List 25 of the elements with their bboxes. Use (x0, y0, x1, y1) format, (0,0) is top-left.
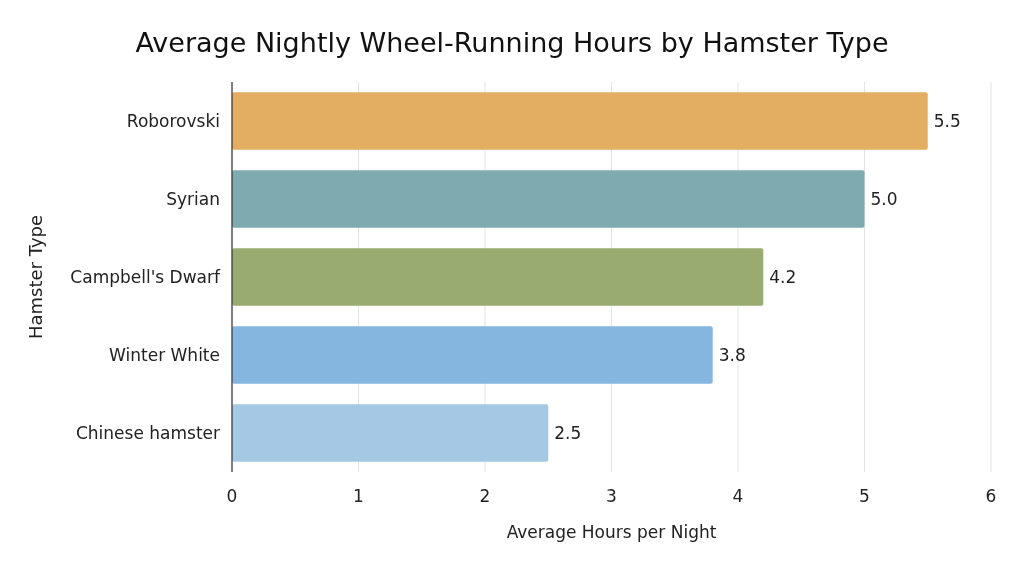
x-tick-label: 0 (226, 486, 238, 506)
chart-title: Average Nightly Wheel-Running Hours by Hamster Type (135, 27, 889, 58)
data-label: 4.2 (769, 266, 797, 287)
y-tick-label: Campbell's Dwarf (70, 266, 222, 287)
x-tick-label: 5 (859, 486, 870, 506)
bar (232, 326, 713, 384)
data-label: 2.5 (554, 422, 582, 443)
x-tick-label: 6 (985, 486, 997, 506)
y-tick-label: Chinese hamster (75, 422, 221, 443)
y-tick-label: Syrian (166, 188, 220, 209)
y-axis-title: Hamster Type (25, 214, 46, 340)
y-tick-label: Roborovski (126, 110, 220, 131)
x-axis-title: Average Hours per Night (506, 522, 717, 542)
y-tick-label: Winter White (109, 344, 220, 365)
data-label: 5.5 (933, 110, 961, 131)
bar (232, 248, 764, 306)
bar (232, 170, 865, 228)
data-label: 3.8 (718, 344, 746, 365)
x-tick-label: 2 (479, 486, 491, 506)
data-label: 5.0 (870, 188, 898, 209)
x-tick-label: 4 (732, 486, 744, 506)
bar (232, 404, 549, 462)
x-tick-label: 1 (353, 486, 364, 506)
bar (232, 92, 928, 150)
x-tick-label: 3 (606, 486, 617, 506)
